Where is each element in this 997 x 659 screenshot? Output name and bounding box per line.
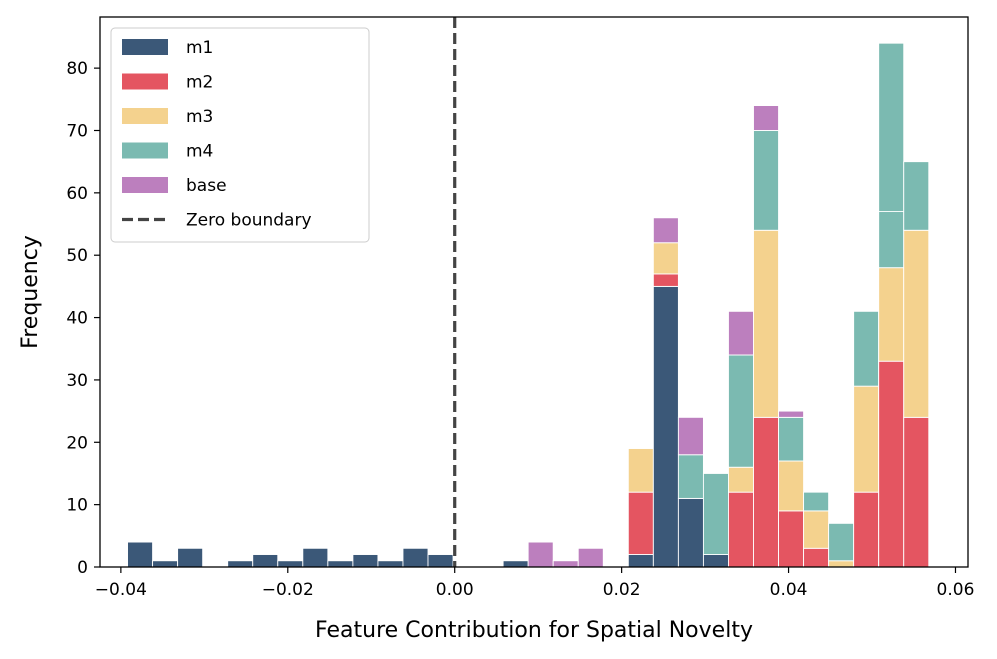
bar-m1-bin-21 [652,285,679,568]
y-tick-label: 40 [66,309,88,329]
bar-m3-bin-25 [753,229,779,418]
bar-m4-bin-25 [753,130,779,231]
bar-m1-bin-0 [127,541,154,568]
bar-m2-bin-24 [728,491,754,568]
legend-box [110,27,370,243]
bar-m1-bin-7 [302,547,329,568]
bar-m3-bin-28 [828,560,855,568]
bar-m4-bin-26 [778,416,805,462]
x-tick-label: 0.02 [603,580,641,600]
y-tick-label: 70 [66,121,88,141]
x-tick-label: −0.02 [262,580,314,600]
bar-m2-bin-32 [903,416,930,568]
bar-m3-bin-27 [803,510,830,549]
x-tick-label: 0.04 [770,580,808,600]
legend: m1 m2 m3 m4 base Zero boundary [110,27,370,243]
bar-m3-bin-21 [652,242,679,275]
bar-m4-bin-28 [828,522,855,562]
bar-m3-bin-20 [627,448,654,493]
bar-m1-bin-20 [627,554,654,568]
bar-base-bin-25 [753,105,779,131]
bar-m1-bin-23 [702,554,729,568]
legend-swatch-m1 [122,39,168,55]
legend-label-m1: m1 [186,38,213,58]
bar-base-bin-18 [577,547,604,568]
bar-m4-bin-31 [878,211,905,269]
bar-m2-bin-26 [778,510,805,568]
bar-m4-bin-32 [903,161,930,231]
legend-label-base: base [186,176,227,196]
x-tick-label: −0.04 [95,580,147,600]
y-axis-ticks: 0 10 20 30 40 50 60 70 80 [66,59,100,578]
bar-m3-bin-24 [728,466,754,493]
legend-swatch-m2 [122,73,168,90]
y-tick-label: 50 [66,246,88,266]
bar-m1-bin-2 [177,547,204,568]
bar-m1-bin-1 [152,560,179,568]
bar-m4-bin-24 [728,354,754,468]
legend-label-m3: m3 [186,107,213,127]
legend-label-zero-boundary: Zero boundary [186,211,312,231]
legend-label-m4: m4 [186,142,213,162]
bar-m4-bin-23 [702,473,729,555]
bars-group [127,42,930,568]
x-axis-ticks: −0.04 −0.02 0.00 0.02 0.04 0.06 [95,567,975,600]
bar-m3-bin-29 [853,385,880,493]
bar-base-bin-21 [652,217,679,244]
legend-swatch-m3 [122,108,168,124]
bar-m1-bin-11 [402,547,429,568]
bar-m3-bin-26 [778,460,805,512]
bar-base-bin-22 [677,416,704,456]
y-tick-label: 30 [66,371,88,391]
bar-m1-bin-6 [277,560,304,568]
y-tick-label: 0 [77,558,88,578]
bar-m4-bin-27 [803,491,830,512]
legend-swatch-base [122,177,168,193]
bar-m1-bin-9 [352,554,379,568]
bar-m2-bin-21 [652,273,679,287]
bar-base-bin-17 [552,560,579,568]
plot-frame [99,16,969,568]
bar-m2-bin-29 [853,491,880,568]
bar-m2-bin-25 [753,416,779,568]
bar-m1-bin-12 [427,554,454,568]
bar-m3-bin-31 [878,267,905,362]
x-axis-title: Feature Contribution for Spatial Novelty [315,618,753,643]
bar-base-bin-24 [728,310,754,356]
bar-m1-bin-4 [227,560,254,568]
bar-m2-bin-31 [878,360,905,568]
legend-swatch-m4 [122,142,168,159]
y-tick-label: 60 [66,184,88,204]
bar-m1-bin-5 [252,554,279,568]
bar-m2-bin-27 [803,547,830,568]
legend-label-m2: m2 [186,73,213,93]
bar-m1-bin-8 [327,560,354,568]
bar-m2-bin-20 [627,491,654,555]
bar-base-bin-26 [778,410,805,418]
bar-m4-bin-29 [853,310,880,387]
bar-m4-bin-30 [878,42,905,219]
y-tick-label: 10 [66,496,88,516]
y-tick-label: 80 [66,59,88,79]
bar-m1-bin-22 [677,497,704,568]
bar-m4-bin-22 [677,454,704,499]
x-tick-label: 0.06 [937,580,975,600]
bar-m3-bin-32 [903,229,930,418]
y-tick-label: 20 [66,433,88,453]
y-axis-title: Frequency [18,235,43,349]
bar-base-bin-16 [527,541,554,568]
bar-m1-bin-15 [502,560,529,568]
x-tick-label: 0.00 [436,580,474,600]
bar-m1-bin-10 [377,560,404,568]
